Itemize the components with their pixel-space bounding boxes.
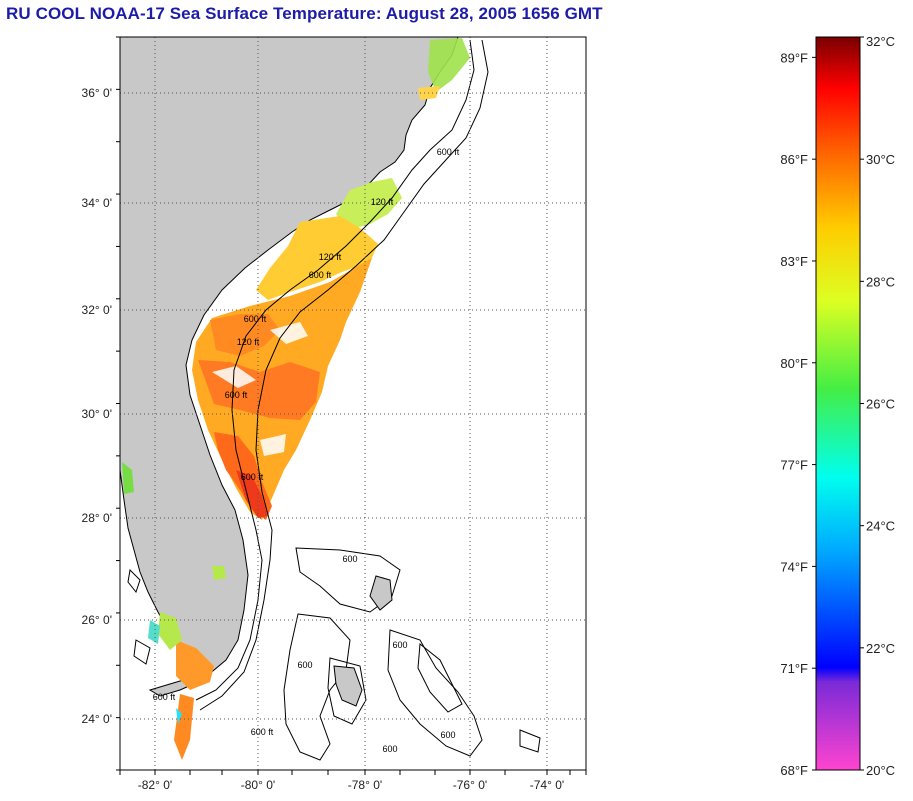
color-bar-ticks bbox=[812, 36, 864, 771]
lat-label: 32° 0' bbox=[82, 303, 112, 317]
lon-label: -76° 0' bbox=[453, 778, 487, 792]
land-mainland bbox=[120, 37, 459, 676]
axis-ticks bbox=[116, 36, 587, 775]
color-bar-celsius-label: 26°C bbox=[866, 397, 895, 412]
color-bar-fahrenheit-label: 77°F bbox=[780, 458, 808, 473]
color-bar-celsius-label: 20°C bbox=[866, 763, 895, 778]
contour-label: 600 ft bbox=[309, 270, 332, 280]
lat-label: 36° 0' bbox=[82, 86, 112, 100]
lat-lon-grid bbox=[120, 37, 586, 770]
color-bar-celsius-label: 24°C bbox=[866, 519, 895, 534]
color-bar-fahrenheit-label: 74°F bbox=[780, 559, 808, 574]
lat-label: 34° 0' bbox=[82, 196, 112, 210]
sst-color-bar bbox=[815, 36, 861, 771]
contour-label: 120 ft bbox=[371, 197, 394, 207]
contour-label: 600 bbox=[382, 744, 397, 754]
contour-label: 600 ft bbox=[251, 727, 274, 737]
color-bar-celsius-label: 30°C bbox=[866, 152, 895, 167]
contour-label: 120 ft bbox=[237, 337, 260, 347]
lon-label: -80° 0' bbox=[241, 778, 275, 792]
island-andros bbox=[333, 665, 363, 707]
color-bar-fahrenheit-label: 68°F bbox=[780, 763, 808, 778]
contour-label: 600 ft bbox=[244, 314, 267, 324]
color-bar-fahrenheit-label: 86°F bbox=[780, 152, 808, 167]
color-bar-celsius-label: 32°C bbox=[866, 34, 895, 49]
lat-label: 30° 0' bbox=[82, 407, 112, 421]
lat-label: 26° 0' bbox=[82, 613, 112, 627]
contour-labels: 600 ft 120 ft 600 ft 120 ft 600 ft 600 ft 120 … bbox=[153, 147, 460, 754]
contour-label: 600 ft bbox=[241, 472, 264, 482]
color-bar-fahrenheit-label: 71°F bbox=[780, 661, 808, 676]
color-bar-fahrenheit-label: 89°F bbox=[780, 50, 808, 65]
contour-label: 600 bbox=[440, 730, 455, 740]
lon-labels: -82° 0' -80° 0' -78° 0' -76° 0' -74° 0' bbox=[138, 778, 564, 792]
contour-label: 600 bbox=[342, 554, 357, 564]
contour-label: 600 ft bbox=[437, 147, 460, 157]
lat-labels: 36° 0' 34° 0' 32° 0' 30° 0' 28° 0' 26° 0' 24° … bbox=[82, 86, 112, 726]
color-bar-celsius-labels: 32°C 30°C 28°C 26°C 24°C 22°C 20°C bbox=[866, 34, 895, 778]
lat-label: 24° 0' bbox=[82, 712, 112, 726]
lon-label: -78° 0' bbox=[348, 778, 382, 792]
contour-label: 600 ft bbox=[153, 692, 176, 702]
color-bar-celsius-label: 28°C bbox=[866, 274, 895, 289]
contour-label: 600 bbox=[297, 660, 312, 670]
contour-label: 600 bbox=[392, 640, 407, 650]
contour-label: 600 ft bbox=[225, 390, 248, 400]
map-title: RU COOL NOAA-17 Sea Surface Temperature:… bbox=[6, 4, 603, 23]
lat-label: 28° 0' bbox=[82, 511, 112, 525]
bathymetry-contours bbox=[127, 39, 541, 761]
lon-label: -74° 0' bbox=[530, 778, 564, 792]
contour-label: 120 ft bbox=[319, 252, 342, 262]
color-bar-fahrenheit-label: 80°F bbox=[780, 356, 808, 371]
lon-label: -82° 0' bbox=[138, 778, 172, 792]
color-bar-fahrenheit-label: 83°F bbox=[780, 254, 808, 269]
color-bar-celsius-label: 22°C bbox=[866, 641, 895, 656]
color-bar-fahrenheit-labels: 89°F 86°F 83°F 80°F 77°F 74°F 71°F 68°F bbox=[780, 50, 808, 778]
island-abaco bbox=[369, 575, 393, 611]
